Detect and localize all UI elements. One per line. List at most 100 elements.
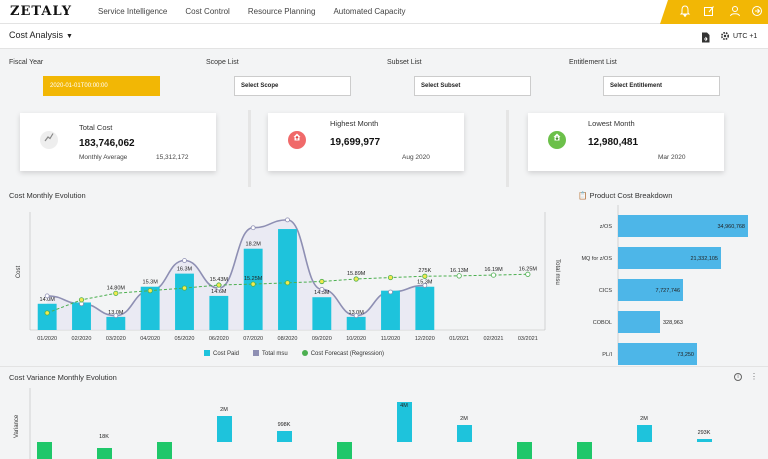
subset-list-label: Subset List [387, 59, 422, 66]
bar-cost-paid [140, 286, 160, 330]
bar-cost-paid [381, 290, 400, 330]
breakdown-icon: 📋 [578, 191, 588, 200]
breakdown-bar [618, 247, 721, 269]
breakdown-value-label: 7,727,746 [656, 288, 680, 294]
breakdown-value-label: 21,332,105 [690, 256, 718, 262]
user-icon[interactable] [728, 5, 742, 19]
breakdown-value-label: 328,963 [663, 320, 683, 326]
variance-data-label: 2M [460, 416, 468, 422]
msu-point [319, 286, 325, 292]
variance-bar [277, 431, 292, 442]
legend-item-total-msu[interactable]: Total msu [253, 350, 288, 357]
nav-resource-planning[interactable]: Resource Planning [247, 7, 316, 16]
breakdown-category-label: MQ for z/OS [581, 256, 612, 262]
bar-data-label: 15.3M [143, 280, 159, 286]
forecast-point [353, 276, 359, 282]
variance-data-label: 2M [220, 407, 228, 413]
y-axis-label: Cost [16, 266, 22, 279]
legend-item-forecast[interactable]: Cost Forecast (Regression) [301, 350, 384, 357]
nav-automated-capacity[interactable]: Automated Capacity [333, 7, 406, 16]
variance-bar [637, 425, 652, 442]
kpi-divider [506, 110, 509, 187]
breakdown-category-label: z/OS [600, 224, 613, 230]
legend-item-cost-paid[interactable]: Cost Paid [204, 350, 239, 357]
bar-cost-paid [278, 229, 297, 330]
forecast-data-label: 14.80M [107, 285, 126, 291]
page-title: Cost Analysis [9, 30, 64, 40]
variance-data-label: 18K [99, 434, 109, 440]
subset-select[interactable]: Select Subset [414, 76, 531, 96]
forecast-point [422, 273, 428, 279]
bar-data-label: 15.3M [417, 280, 433, 286]
x-tick-label: 09/2020 [312, 336, 332, 342]
variance-bar [157, 442, 172, 459]
msu-point [353, 313, 359, 318]
bar-data-label: 16.3M [177, 267, 193, 273]
topbar-actions [660, 0, 768, 24]
breakdown-category-label: CICS [599, 288, 612, 294]
kpi-sub-label: Monthly Average [79, 154, 128, 161]
forecast-data-label: 15.89M [347, 271, 366, 277]
sub-bar: Cost Analysis ▼ UTC +1 [0, 24, 768, 49]
bell-icon[interactable] [678, 5, 692, 19]
variance-bar [97, 448, 112, 459]
bar-cost-paid [346, 316, 366, 330]
bar-cost-paid [415, 286, 435, 330]
forecast-data-label: 15.25M [244, 276, 263, 282]
forecast-point [319, 278, 325, 285]
breakdown-bar [618, 311, 660, 333]
kpi-value: 183,746,062 [79, 138, 135, 149]
more-options-icon[interactable]: ⋮ [750, 372, 758, 381]
timezone-label[interactable]: UTC +1 [733, 33, 758, 40]
variance-bar [217, 416, 232, 442]
forecast-point [250, 281, 256, 287]
variance-bar [37, 442, 52, 459]
chevron-down-icon: ▼ [66, 33, 73, 40]
forecast-point [147, 288, 153, 294]
msu-point [422, 283, 428, 288]
x-tick-label: 05/2020 [175, 336, 195, 342]
breakdown-value-label: 34,960,768 [717, 224, 745, 230]
kpi-title: Total Cost [79, 123, 113, 132]
kpi-lowest-month: Lowest Month 12,980,481 Mar 2020 [528, 113, 724, 171]
breakdown-bar [618, 279, 683, 301]
fiscal-year-select[interactable]: 2020-01-01T00:00:00 [43, 76, 160, 96]
info-icon[interactable]: i [734, 373, 742, 381]
x-tick-label: 01/2020 [37, 336, 57, 342]
bar-cost-paid [175, 273, 194, 330]
variance-data-label: 2M [640, 416, 648, 422]
nav-service-intelligence[interactable]: Service Intelligence [98, 7, 168, 16]
forecast-point [216, 282, 222, 288]
x-tick-label: 10/2020 [346, 336, 366, 342]
page-title-dropdown[interactable]: Cost Analysis ▼ [9, 30, 73, 40]
variance-bar [697, 439, 712, 442]
logout-icon[interactable] [750, 5, 764, 19]
chart-legend: Cost Paid Total msu Cost Forecast (Regre… [204, 350, 384, 357]
cost-variance-chart: 18K 2M 998K 4M 2M 2M 293K [29, 388, 712, 459]
entitlement-select[interactable]: Select Entitlement [603, 76, 720, 96]
variance-data-label: 998K [278, 422, 291, 428]
top-bar: ZETALY Service Intelligence Cost Control… [0, 0, 768, 24]
bar-data-label: 18.2M [246, 242, 262, 248]
msu-point [182, 258, 187, 263]
bar-data-label: 13.0M [349, 310, 365, 316]
variance-bar [577, 442, 592, 459]
variance-data-label: 293K [698, 430, 711, 436]
gear-icon[interactable] [720, 31, 730, 44]
bar-cost-paid [312, 297, 332, 330]
export-file-icon[interactable] [701, 32, 710, 46]
scope-select[interactable]: Select Scope [234, 76, 351, 96]
forecast-point [78, 297, 85, 303]
x-tick-label: 03/2020 [106, 336, 126, 342]
cost-monthly-chart: Cost Total msu 14.0M 13.0M 15.3M 16.3M 14.6M 18… [16, 212, 560, 342]
edit-icon[interactable] [702, 5, 716, 19]
kpi-title: Lowest Month [588, 119, 635, 128]
bar-cost-paid [243, 248, 263, 330]
forecast-point [525, 271, 531, 277]
forecast-data-label: 16.13M [450, 268, 469, 274]
bar-cost-paid [209, 295, 229, 330]
kpi-highest-month: Highest Month 19,699,977 Aug 2020 [268, 113, 464, 171]
msu-point [285, 217, 290, 223]
kpi-value: 19,699,977 [330, 137, 381, 148]
nav-cost-control[interactable]: Cost Control [185, 7, 230, 16]
